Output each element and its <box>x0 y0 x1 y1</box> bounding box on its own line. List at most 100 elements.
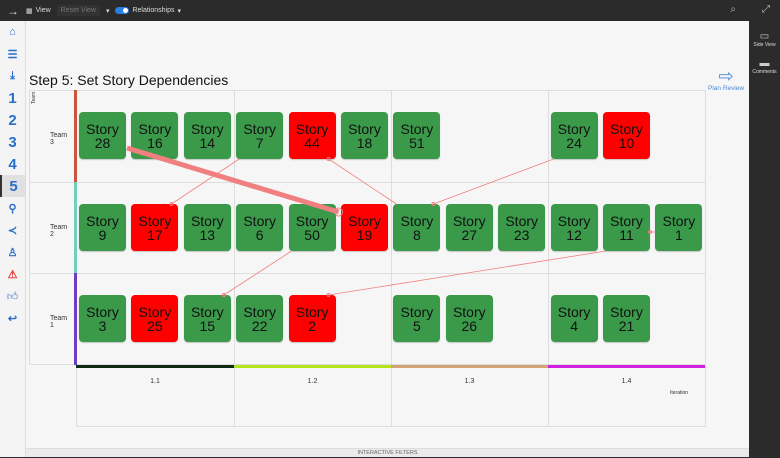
expand-icon[interactable]: ⤢ <box>762 4 770 15</box>
interactive-filters-bar[interactable]: INTERACTIVE FILTERS <box>26 448 749 457</box>
story-card[interactable]: Story 4 <box>550 295 598 342</box>
team-axis-label: Team <box>31 91 37 104</box>
story-number: 11 <box>619 226 634 243</box>
plan-review-button[interactable]: ⇨ Plan Review <box>708 66 745 92</box>
story-label: Story <box>557 212 591 229</box>
search-icon[interactable]: ⚲ <box>8 202 17 215</box>
story-card[interactable]: Story 15 <box>183 295 231 342</box>
team-color-bar <box>74 182 77 273</box>
story-number: 12 <box>566 226 582 243</box>
top-toolbar: → ▦ View Reset View ▾ Relationships ▾ ⌕ ⤢ <box>0 0 780 21</box>
story-number: 5 <box>412 317 421 334</box>
thumbs-up-icon[interactable]: 👍︎ <box>6 290 19 303</box>
toggle-switch[interactable] <box>115 7 130 14</box>
step-5[interactable]: 5 <box>0 175 25 197</box>
story-number: 26 <box>461 317 478 334</box>
story-card[interactable]: Story 28 <box>79 112 126 159</box>
story-number: 21 <box>618 317 635 334</box>
reset-view-dropdown[interactable]: ▾ <box>105 7 110 15</box>
story-card[interactable]: Story 22 <box>236 295 284 342</box>
download-icon[interactable]: ⤓ <box>10 69 15 82</box>
story-number: 6 <box>255 226 264 243</box>
step-4[interactable]: 4 <box>8 155 17 173</box>
story-card[interactable]: Story 25 <box>131 295 179 342</box>
grid-frame <box>29 90 706 365</box>
story-number: 9 <box>98 226 107 243</box>
warning-icon[interactable]: ⚠ <box>7 268 18 281</box>
story-card[interactable]: Story 44 <box>288 112 336 159</box>
story-label: Story <box>190 120 224 137</box>
story-label: Story <box>452 212 486 229</box>
story-card[interactable]: Story 24 <box>550 112 598 159</box>
main-panel: Step 5: Set Story Dependencies ⇨ Plan Rev… <box>26 21 749 457</box>
back-arrow-icon[interactable]: → <box>7 3 19 18</box>
team-label: Team 3 <box>50 132 68 146</box>
story-number: 14 <box>199 134 216 151</box>
story-label: Story <box>400 212 434 229</box>
story-label: Story <box>138 212 172 229</box>
story-number: 19 <box>356 226 373 243</box>
story-card[interactable]: Story 50 <box>288 204 336 251</box>
story-card[interactable]: Story 23 <box>498 204 546 251</box>
comments-button[interactable]: ▬ Comments <box>749 58 780 75</box>
story-label: Story <box>610 303 643 320</box>
story-label: Story <box>243 303 277 320</box>
story-card[interactable]: Story 16 <box>131 112 179 159</box>
story-card[interactable]: Story 9 <box>79 204 126 251</box>
step-2[interactable]: 2 <box>8 111 17 129</box>
story-number: 23 <box>513 226 530 243</box>
story-card[interactable]: Story 26 <box>445 295 493 342</box>
story-card[interactable]: Story 8 <box>393 204 441 251</box>
story-card[interactable]: Story 51 <box>393 112 441 159</box>
story-label: Story <box>610 120 643 137</box>
relationships-toggle[interactable]: Relationships ▾ <box>115 7 181 15</box>
story-card[interactable]: Story 19 <box>341 204 388 251</box>
undo-icon[interactable]: ↩ <box>7 312 18 325</box>
list-icon[interactable]: ☰ <box>7 48 18 61</box>
story-number: 18 <box>356 134 373 151</box>
story-number: 4 <box>570 317 578 334</box>
user-icon[interactable]: ♙ <box>7 246 18 259</box>
share-icon[interactable]: ≺ <box>7 224 18 237</box>
story-label: Story <box>86 212 119 229</box>
story-card[interactable]: Story 10 <box>603 112 650 159</box>
story-card[interactable]: Story 27 <box>445 204 493 251</box>
iteration-color-bar <box>548 365 705 368</box>
story-card[interactable]: Story 6 <box>236 204 284 251</box>
reset-view-button[interactable]: Reset View <box>56 5 100 16</box>
side-view-button[interactable]: ▭ Side View <box>749 31 780 48</box>
view-button[interactable]: ▦ View <box>26 7 51 15</box>
story-number: 7 <box>255 134 264 151</box>
story-label: Story <box>243 120 277 137</box>
story-card[interactable]: Story 14 <box>183 112 231 159</box>
story-number: 28 <box>94 134 111 151</box>
iteration-label: 1.2 <box>307 378 318 385</box>
right-sidebar: ▭ Side View ▬ Comments <box>749 21 780 457</box>
story-number: 50 <box>304 226 320 243</box>
story-number: 1 <box>674 226 683 243</box>
story-card[interactable]: Story 17 <box>131 204 179 251</box>
story-number: 2 <box>308 317 316 334</box>
iteration-color-bar <box>76 365 234 368</box>
story-card[interactable]: Story 12 <box>550 204 598 251</box>
story-card[interactable]: Story 18 <box>341 112 388 159</box>
step-3[interactable]: 3 <box>8 133 17 151</box>
story-card[interactable]: Story 11 <box>603 204 650 251</box>
story-label: Story <box>138 303 172 320</box>
story-card[interactable]: Story 2 <box>288 295 336 342</box>
story-label: Story <box>295 120 329 137</box>
story-card[interactable]: Story 21 <box>603 295 650 342</box>
story-card[interactable]: Story 1 <box>655 204 703 251</box>
iteration-label: 1.1 <box>150 378 160 385</box>
story-card[interactable]: Story 7 <box>236 112 284 159</box>
iteration-label: 1.3 <box>464 378 475 385</box>
story-card[interactable]: Story 5 <box>393 295 441 342</box>
step-1[interactable]: 1 <box>8 89 17 107</box>
search-icon[interactable]: ⌕ <box>730 4 736 15</box>
story-label: Story <box>190 212 224 229</box>
story-number: 15 <box>199 317 216 334</box>
story-card[interactable]: Story 13 <box>183 204 231 251</box>
story-label: Story <box>505 212 539 229</box>
home-icon[interactable]: ⌂ <box>9 26 16 38</box>
story-card[interactable]: Story 3 <box>79 295 126 342</box>
